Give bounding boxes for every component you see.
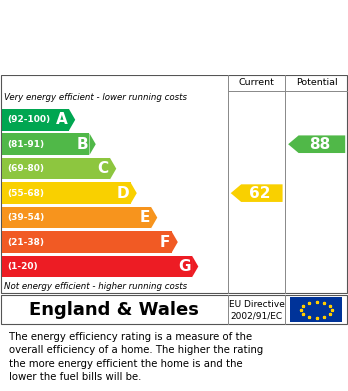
Text: B: B [77, 137, 88, 152]
Polygon shape [192, 256, 198, 277]
Text: (92-100): (92-100) [7, 115, 50, 124]
Text: D: D [117, 186, 129, 201]
Text: Not energy efficient - higher running costs: Not energy efficient - higher running co… [4, 282, 187, 291]
Text: A: A [56, 112, 68, 127]
Polygon shape [130, 182, 137, 204]
Bar [2, 231, 172, 253]
Bar [2, 109, 69, 131]
Text: (39-54): (39-54) [7, 213, 44, 222]
Bar [2, 256, 192, 277]
Text: Potential: Potential [296, 78, 338, 88]
Text: Very energy efficient - lower running costs: Very energy efficient - lower running co… [4, 93, 187, 102]
Text: G: G [178, 259, 191, 274]
Polygon shape [89, 133, 96, 155]
Polygon shape [172, 231, 178, 253]
Text: 88: 88 [309, 137, 331, 152]
Text: (21-38): (21-38) [7, 238, 44, 247]
Text: 62: 62 [249, 186, 270, 201]
Bar [2, 182, 130, 204]
Text: F: F [160, 235, 170, 249]
Polygon shape [69, 109, 75, 131]
Text: (69-80): (69-80) [7, 164, 44, 173]
Text: C: C [97, 161, 109, 176]
Text: Energy Efficiency Rating: Energy Efficiency Rating [9, 50, 238, 69]
Text: (55-68): (55-68) [7, 188, 44, 197]
Text: (1-20): (1-20) [7, 262, 38, 271]
Bar [2, 158, 110, 179]
Bar [290, 297, 342, 322]
Text: England & Wales: England & Wales [29, 301, 199, 319]
Polygon shape [110, 158, 116, 179]
Polygon shape [231, 184, 283, 202]
Text: 2002/91/EC: 2002/91/EC [231, 312, 283, 321]
Bar [2, 133, 89, 155]
Text: The energy efficiency rating is a measure of the
overall efficiency of a home. T: The energy efficiency rating is a measur… [9, 332, 263, 382]
Text: EU Directive: EU Directive [229, 300, 285, 309]
Text: E: E [139, 210, 150, 225]
Bar [2, 207, 151, 228]
Polygon shape [288, 135, 345, 153]
Text: Current: Current [239, 78, 275, 88]
Text: (81-91): (81-91) [7, 140, 44, 149]
Polygon shape [151, 207, 157, 228]
